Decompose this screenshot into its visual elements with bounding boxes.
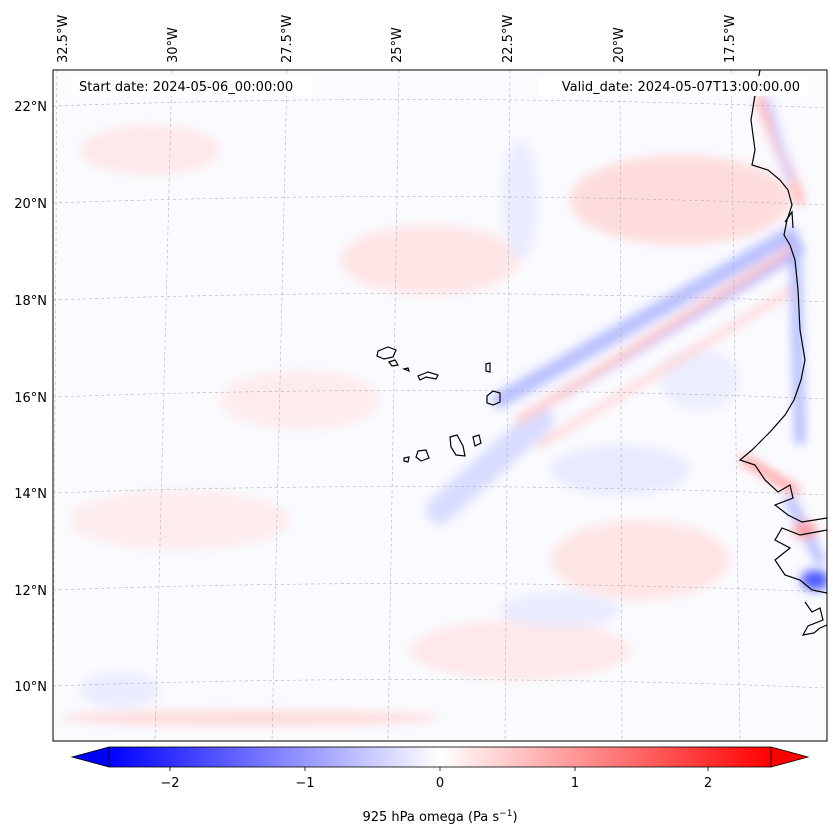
parallel-line: [53, 583, 827, 593]
island-sao-nicolau: [417, 371, 439, 381]
start-date-box: [72, 76, 312, 96]
coastal-descent-band: [765, 97, 793, 183]
lat-label: 22°N: [14, 100, 47, 115]
island-santo-antao: [376, 346, 397, 360]
meridian-line: [504, 70, 511, 741]
start-date-label: Start date: 2024-05-06_00:00:00: [79, 80, 293, 95]
weak-ascent-patch: [80, 125, 220, 175]
weak-ascent-patch: [410, 620, 630, 680]
colorbar-title-exponent: −1: [499, 809, 512, 819]
lat-label: 12°N: [14, 584, 47, 599]
lat-label: 10°N: [14, 680, 47, 695]
lon-label: 27.5°W: [280, 15, 295, 63]
island-sal: [485, 362, 491, 373]
parallel-line: [53, 390, 827, 400]
lon-label: 25°W: [390, 27, 405, 63]
colorbar-title-close: ): [512, 810, 517, 825]
colorbar-min-extension: [70, 746, 110, 768]
weak-ascent-patch: [570, 155, 790, 245]
colorbar-tick-label: 2: [704, 776, 712, 791]
weak-descent-patch: [500, 592, 620, 628]
lon-label: 20°W: [612, 27, 627, 63]
colorbar-tick-label: −2: [160, 776, 179, 791]
valid-date-box: [538, 76, 808, 96]
lat-label: 18°N: [14, 294, 47, 309]
island-fogo: [415, 449, 430, 462]
ascent-band: [536, 281, 804, 449]
ascent-core: [793, 522, 817, 538]
island-santiago: [449, 434, 466, 457]
island-boa-vista: [486, 390, 501, 406]
weak-descent-patch: [502, 140, 538, 260]
island-sao-vicente: [388, 359, 399, 367]
colorbar-title: 925 hPa omega (Pa s−1): [362, 809, 517, 825]
latitude-labels: 22°N 20°N 18°N 16°N 14°N 12°N 10°N: [14, 100, 47, 695]
parallel-line: [53, 293, 827, 303]
coastlines: [738, 70, 827, 636]
map-panel: Start date: 2024-05-06_00:00:00 Valid_da…: [52, 69, 828, 742]
weak-ascent-patch: [550, 520, 730, 600]
lon-label: 17.5°W: [723, 15, 738, 63]
weak-descent-patch: [80, 672, 160, 708]
colorbar-ticks: [169, 767, 709, 771]
lon-label: 22.5°W: [501, 15, 516, 63]
africa-coastline: [738, 70, 827, 523]
lat-label: 20°N: [14, 197, 47, 212]
meridian-line: [387, 70, 400, 741]
weak-ascent-patch: [220, 370, 380, 430]
lat-label: 16°N: [14, 391, 47, 406]
africa-coastline: [774, 527, 827, 594]
descent-band: [426, 406, 554, 524]
senegal-river-inlet: [784, 210, 794, 229]
meridian-line: [154, 70, 173, 741]
weak-descent-patch: [550, 445, 690, 495]
colorbar: −2 −1 0 1 2 925 hPa omega (Pa s−1): [70, 746, 810, 825]
longitude-labels: 32.5°W 30°W 27.5°W 25°W 22.5°W 20°W 17.5…: [56, 15, 738, 63]
parallel-line: [53, 99, 827, 109]
strong-descent-core: [801, 570, 827, 590]
colorbar-max-extension: [770, 746, 810, 768]
parallel-line: [53, 679, 827, 689]
colorbar-tick-label: 0: [436, 776, 444, 791]
africa-coastline: [801, 601, 827, 636]
island-maio: [472, 434, 482, 447]
parallel-line: [53, 196, 827, 206]
weak-ascent-patch: [60, 710, 440, 726]
descent-band: [492, 227, 798, 408]
weak-ascent-patch: [70, 490, 290, 550]
map-frame: [52, 69, 828, 742]
meridian-line: [619, 70, 623, 741]
colorbar-tick-label: 1: [571, 776, 579, 791]
valid-date-label: Valid_date: 2024-05-07T13:00:00.00: [562, 80, 800, 95]
weak-ascent-patch: [340, 225, 520, 295]
lon-label: 30°W: [166, 27, 181, 63]
weak-descent-patch: [660, 350, 740, 410]
colorbar-tick-label: −1: [295, 776, 314, 791]
lon-label: 32.5°W: [56, 15, 71, 63]
cape-verde-islands: [376, 346, 501, 463]
island-santa-luzia: [402, 367, 410, 373]
meridian-line: [271, 70, 288, 741]
colorbar-gradient: [108, 746, 772, 768]
meridian-line: [730, 70, 741, 741]
island-brava: [403, 456, 410, 463]
parallel-line: [53, 486, 827, 496]
lat-label: 14°N: [14, 487, 47, 502]
graticule: [53, 70, 827, 741]
meridian-line: [53, 70, 58, 741]
colorbar-title-main: 925 hPa omega (Pa s: [362, 810, 499, 825]
